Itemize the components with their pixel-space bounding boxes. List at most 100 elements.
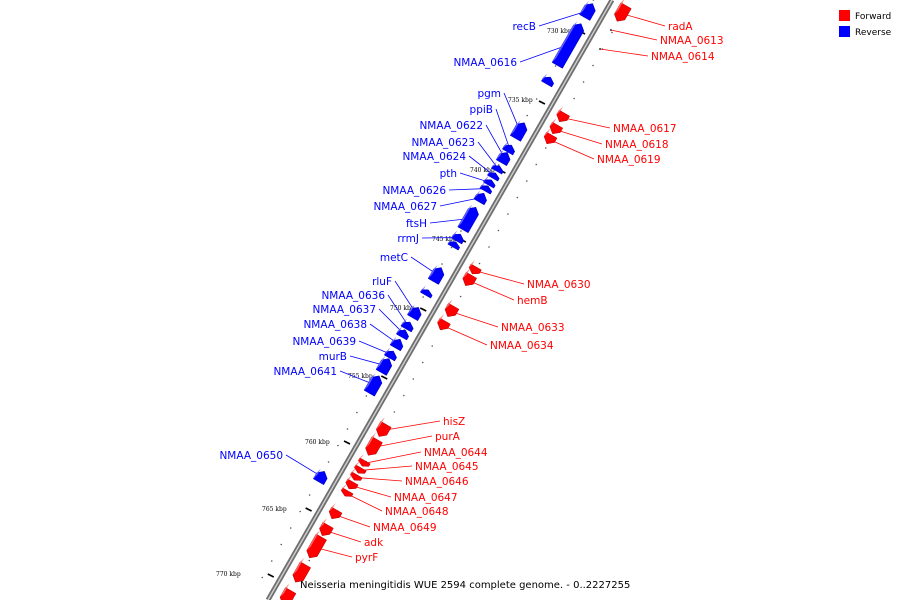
gene-feature-NMAA_0646[interactable]	[350, 467, 363, 481]
gene-feature-pyrF_b[interactable]	[292, 557, 312, 583]
gene-feature-unlabeled[interactable]	[540, 73, 555, 88]
axis-dot	[592, 0, 595, 1]
gene-label-NMAA_0613: NMAA_0613	[660, 35, 724, 47]
axis-dot	[308, 494, 311, 496]
gene-label-NMAA_0617: NMAA_0617	[613, 123, 677, 135]
axis-dot	[535, 163, 538, 166]
gene-feature-NMAA_0626[interactable]	[479, 181, 493, 195]
leader-line	[549, 139, 595, 160]
gene-feature-murB[interactable]	[375, 355, 393, 376]
gene-feature-NMAA_0636[interactable]	[400, 318, 414, 333]
axis-dot	[582, 81, 585, 83]
gene-feature-NMAA_0650[interactable]	[312, 468, 328, 486]
legend-reverse-label: Reverse	[855, 28, 892, 38]
gene-label-ppiB: ppiB	[470, 104, 493, 116]
gene-feature-pgm[interactable]	[509, 120, 528, 142]
axis-dot	[327, 461, 330, 463]
gene-label-ftsH: ftsH	[406, 218, 427, 230]
gene-feature-NMAA_0641[interactable]	[363, 373, 383, 397]
gene-label-NMAA_0641: NMAA_0641	[273, 366, 337, 378]
gene-feature-NMAA_0614[interactable]	[599, 47, 602, 50]
axis-dot	[421, 361, 424, 364]
gene-feature-NMAA_0647[interactable]	[345, 475, 359, 490]
gene-feature-pyrF[interactable]	[306, 530, 327, 559]
gene-feature-NMAA_0630[interactable]	[468, 260, 482, 275]
gene-feature-NMAA_0634[interactable]	[437, 314, 451, 331]
legend: Forward Reverse	[839, 10, 892, 38]
leader-line	[561, 117, 611, 129]
axis-dot	[526, 180, 528, 182]
genome-backbone-highlight	[267, 0, 613, 600]
gene-feature-NMAA_0649[interactable]	[328, 503, 343, 520]
gene-feature-recB[interactable]	[579, 0, 596, 21]
gene-feature-NMAA_0617[interactable]	[556, 106, 570, 123]
leader-line	[477, 141, 499, 169]
gene-feature-radA[interactable]	[614, 0, 632, 22]
gene-label-murB: murB	[319, 351, 347, 363]
leader-line	[450, 311, 499, 328]
gene-feature-NMAA_0644[interactable]	[358, 453, 371, 467]
gene-feature-NMAA_0622[interactable]	[495, 149, 511, 167]
gene-feature-metC[interactable]	[427, 264, 445, 285]
gene-feature-unlabeled[interactable]	[447, 237, 461, 251]
gene-labels: radA NMAA_0613 NMAA_0614 recB NMAA_0616 NMAA_…	[219, 21, 723, 564]
axis-dot	[261, 576, 264, 579]
gene-feature-NMAA_0619[interactable]	[543, 128, 558, 145]
gene-feature-rrmJ[interactable]	[450, 230, 465, 245]
gene-feature-rluF[interactable]	[406, 304, 422, 322]
axis-dot	[346, 428, 349, 430]
gene-label-NMAA_0648: NMAA_0648	[385, 506, 449, 518]
axis-tick	[380, 375, 388, 380]
gene-feature-NMAA_0648[interactable]	[340, 483, 354, 497]
gene-features	[279, 0, 632, 600]
axis-dot	[365, 395, 368, 397]
gene-feature-purA[interactable]	[365, 432, 383, 456]
gene-label-NMAA_0623: NMAA_0623	[411, 137, 475, 149]
axis-tick	[343, 440, 351, 445]
gene-label-NMAA_0618: NMAA_0618	[605, 139, 669, 151]
legend-forward-label: Forward	[855, 12, 891, 22]
axis-ticks: 730 kbp 735 kbp 740 kbp 745 kbp 750 kbp 755 k…	[216, 28, 586, 578]
gene-feature-ftsH[interactable]	[457, 204, 479, 234]
leader-line	[359, 465, 413, 471]
axis-dot	[422, 296, 424, 298]
gene-feature-pth[interactable]	[483, 175, 496, 189]
gene-label-pyrF: pyrF	[355, 552, 378, 564]
leader-line	[285, 454, 322, 477]
leader-line	[382, 420, 441, 431]
leader-line	[621, 13, 666, 27]
gene-feature-pyrF_c[interactable]	[279, 583, 297, 600]
gene-label-NMAA_0638: NMAA_0638	[303, 319, 367, 331]
gene-feature-NMAA_0639[interactable]	[383, 347, 397, 362]
gene-feature-NMAA_0638[interactable]	[389, 336, 404, 352]
axis-dot	[289, 527, 292, 529]
leader-line	[372, 435, 433, 448]
axis-dot	[498, 164, 500, 166]
gene-label-NMAA_0645: NMAA_0645	[415, 461, 479, 473]
gene-feature-NMAA_0623[interactable]	[491, 161, 504, 175]
gene-feature-NMAA_0624[interactable]	[487, 168, 500, 182]
leader-line	[495, 108, 510, 149]
gene-feature-adk[interactable]	[319, 518, 334, 536]
gene-label-NMAA_0616: NMAA_0616	[453, 57, 517, 69]
gene-feature-NMAA_0613[interactable]	[609, 28, 612, 31]
gene-feature-NMAA_0618[interactable]	[549, 118, 564, 135]
gene-feature-NMAA_0616[interactable]	[551, 21, 585, 69]
axis-dot	[308, 559, 311, 562]
gene-feature-NMAA_0633[interactable]	[444, 299, 460, 317]
leader-line	[350, 485, 392, 498]
gene-feature-hisZ[interactable]	[376, 417, 392, 437]
gene-label-NMAA_0636: NMAA_0636	[321, 290, 385, 302]
gene-feature-unlabeled[interactable]	[419, 285, 433, 299]
gene-label-hisZ: hisZ	[443, 416, 465, 428]
gene-feature-ppiB[interactable]	[502, 141, 516, 156]
gene-feature-NMAA_0637[interactable]	[395, 326, 409, 341]
leader-line	[610, 29, 658, 41]
gene-feature-NMAA_0645[interactable]	[354, 460, 367, 474]
gene-feature-NMAA_0627[interactable]	[473, 190, 487, 206]
gene-feature-hemB[interactable]	[462, 268, 478, 286]
axis-dot	[478, 262, 481, 265]
leader-line	[387, 294, 409, 326]
legend-forward-swatch	[839, 10, 850, 21]
axis-tick-label: 770 kbp	[216, 571, 241, 578]
